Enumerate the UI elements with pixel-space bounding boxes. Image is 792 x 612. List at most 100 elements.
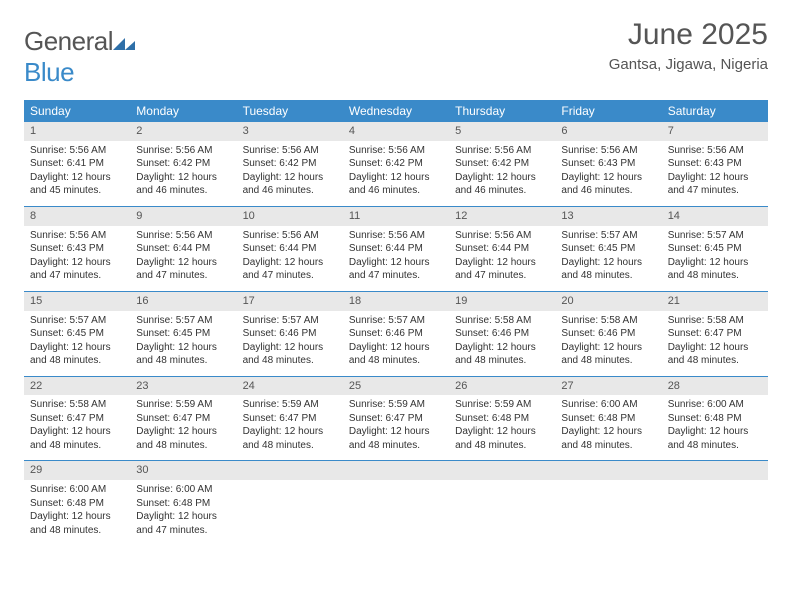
calendar-day-cell: 8Sunrise: 5:56 AMSunset: 6:43 PMDaylight…	[24, 206, 130, 291]
day-number: 27	[555, 377, 661, 396]
logo-word1: General	[24, 26, 113, 56]
day-info-line: Sunrise: 5:56 AM	[243, 229, 337, 243]
day-info-line: and 47 minutes.	[349, 269, 443, 283]
day-number: 8	[24, 207, 130, 226]
day-info-line: Sunrise: 5:57 AM	[30, 314, 124, 328]
day-header: Saturday	[662, 100, 768, 122]
day-info-line: Daylight: 12 hours	[136, 510, 230, 524]
day-info-line: Sunset: 6:45 PM	[136, 327, 230, 341]
day-info-line: Sunset: 6:41 PM	[30, 157, 124, 171]
day-body: Sunrise: 5:56 AMSunset: 6:43 PMDaylight:…	[24, 226, 130, 291]
day-info-line: Sunset: 6:46 PM	[455, 327, 549, 341]
day-info-line: Sunset: 6:46 PM	[243, 327, 337, 341]
day-info-line: and 48 minutes.	[561, 269, 655, 283]
day-info-line: and 48 minutes.	[243, 439, 337, 453]
day-info-line: Daylight: 12 hours	[30, 256, 124, 270]
day-info-line: Sunrise: 5:56 AM	[561, 144, 655, 158]
day-info-line: Sunrise: 5:57 AM	[668, 229, 762, 243]
day-number: 17	[237, 292, 343, 311]
calendar-day-cell	[555, 461, 661, 545]
calendar-day-cell: 25Sunrise: 5:59 AMSunset: 6:47 PMDayligh…	[343, 376, 449, 461]
calendar-day-cell: 28Sunrise: 6:00 AMSunset: 6:48 PMDayligh…	[662, 376, 768, 461]
day-info-line: Daylight: 12 hours	[136, 171, 230, 185]
day-number: 22	[24, 377, 130, 396]
day-body: Sunrise: 5:56 AMSunset: 6:41 PMDaylight:…	[24, 141, 130, 206]
day-info-line: Sunrise: 5:59 AM	[243, 398, 337, 412]
day-number: 26	[449, 377, 555, 396]
day-number: 19	[449, 292, 555, 311]
calendar-day-cell: 15Sunrise: 5:57 AMSunset: 6:45 PMDayligh…	[24, 291, 130, 376]
day-number: 16	[130, 292, 236, 311]
day-info-line: Sunset: 6:45 PM	[561, 242, 655, 256]
day-number: 5	[449, 122, 555, 141]
day-info-line: and 46 minutes.	[243, 184, 337, 198]
day-number: 24	[237, 377, 343, 396]
day-body: Sunrise: 5:56 AMSunset: 6:44 PMDaylight:…	[449, 226, 555, 291]
day-info-line: Sunrise: 5:56 AM	[455, 229, 549, 243]
day-number: 9	[130, 207, 236, 226]
day-info-line: and 47 minutes.	[136, 269, 230, 283]
day-number: 7	[662, 122, 768, 141]
day-info-line: Daylight: 12 hours	[668, 425, 762, 439]
day-info-line: and 48 minutes.	[136, 439, 230, 453]
day-body: Sunrise: 5:56 AMSunset: 6:43 PMDaylight:…	[662, 141, 768, 206]
day-info-line: and 48 minutes.	[561, 354, 655, 368]
day-info-line: Sunrise: 5:59 AM	[136, 398, 230, 412]
day-info-line: Sunrise: 5:56 AM	[349, 144, 443, 158]
day-number: 11	[343, 207, 449, 226]
day-info-line: Sunrise: 5:56 AM	[136, 229, 230, 243]
day-number: 1	[24, 122, 130, 141]
day-info-line: and 48 minutes.	[243, 354, 337, 368]
day-body: Sunrise: 5:56 AMSunset: 6:44 PMDaylight:…	[130, 226, 236, 291]
day-header: Monday	[130, 100, 236, 122]
day-info-line: Sunrise: 5:58 AM	[561, 314, 655, 328]
day-info-line: Sunset: 6:48 PM	[561, 412, 655, 426]
calendar-day-cell	[662, 461, 768, 545]
day-info-line: Sunrise: 5:59 AM	[349, 398, 443, 412]
day-info-line: Sunset: 6:45 PM	[668, 242, 762, 256]
calendar-day-cell: 30Sunrise: 6:00 AMSunset: 6:48 PMDayligh…	[130, 461, 236, 545]
day-body: Sunrise: 5:57 AMSunset: 6:46 PMDaylight:…	[237, 311, 343, 376]
day-body: Sunrise: 5:58 AMSunset: 6:47 PMDaylight:…	[24, 395, 130, 460]
day-info-line: Daylight: 12 hours	[561, 256, 655, 270]
day-body: Sunrise: 5:56 AMSunset: 6:42 PMDaylight:…	[449, 141, 555, 206]
day-info-line: Daylight: 12 hours	[30, 510, 124, 524]
day-body: Sunrise: 6:00 AMSunset: 6:48 PMDaylight:…	[555, 395, 661, 460]
day-info-line: and 48 minutes.	[668, 439, 762, 453]
day-info-line: Daylight: 12 hours	[455, 171, 549, 185]
day-number: 28	[662, 377, 768, 396]
day-number: 21	[662, 292, 768, 311]
day-number: 10	[237, 207, 343, 226]
day-body: Sunrise: 5:58 AMSunset: 6:46 PMDaylight:…	[449, 311, 555, 376]
day-number: 29	[24, 461, 130, 480]
day-info-line: Sunset: 6:44 PM	[243, 242, 337, 256]
calendar-day-cell: 7Sunrise: 5:56 AMSunset: 6:43 PMDaylight…	[662, 122, 768, 206]
day-info-line: and 48 minutes.	[30, 354, 124, 368]
day-info-line: Daylight: 12 hours	[561, 425, 655, 439]
day-info-line: Sunset: 6:48 PM	[30, 497, 124, 511]
day-info-line: Daylight: 12 hours	[243, 256, 337, 270]
day-info-line: Sunset: 6:46 PM	[349, 327, 443, 341]
day-body: Sunrise: 5:59 AMSunset: 6:47 PMDaylight:…	[237, 395, 343, 460]
day-info-line: Daylight: 12 hours	[243, 425, 337, 439]
day-header: Wednesday	[343, 100, 449, 122]
day-info-line: Sunrise: 5:59 AM	[455, 398, 549, 412]
day-info-line: and 48 minutes.	[561, 439, 655, 453]
day-info-line: and 48 minutes.	[349, 439, 443, 453]
day-body: Sunrise: 5:59 AMSunset: 6:47 PMDaylight:…	[130, 395, 236, 460]
calendar-day-cell: 2Sunrise: 5:56 AMSunset: 6:42 PMDaylight…	[130, 122, 236, 206]
calendar-day-cell: 18Sunrise: 5:57 AMSunset: 6:46 PMDayligh…	[343, 291, 449, 376]
day-info-line: and 46 minutes.	[136, 184, 230, 198]
day-info-line: Daylight: 12 hours	[455, 256, 549, 270]
day-info-line: and 47 minutes.	[30, 269, 124, 283]
logo-text: General Blue	[24, 26, 135, 88]
header: General Blue June 2025 Gantsa, Jigawa, N…	[24, 18, 768, 88]
calendar-day-cell: 10 Sunrise: 5:56 AMSunset: 6:44 PMDayligh…	[237, 206, 343, 291]
day-info-line: and 47 minutes.	[668, 184, 762, 198]
day-info-line: Daylight: 12 hours	[30, 171, 124, 185]
empty-day	[555, 461, 661, 480]
day-number: 20	[555, 292, 661, 311]
day-info-line: Sunset: 6:43 PM	[30, 242, 124, 256]
empty-day	[662, 461, 768, 480]
day-info-line: Daylight: 12 hours	[349, 425, 443, 439]
